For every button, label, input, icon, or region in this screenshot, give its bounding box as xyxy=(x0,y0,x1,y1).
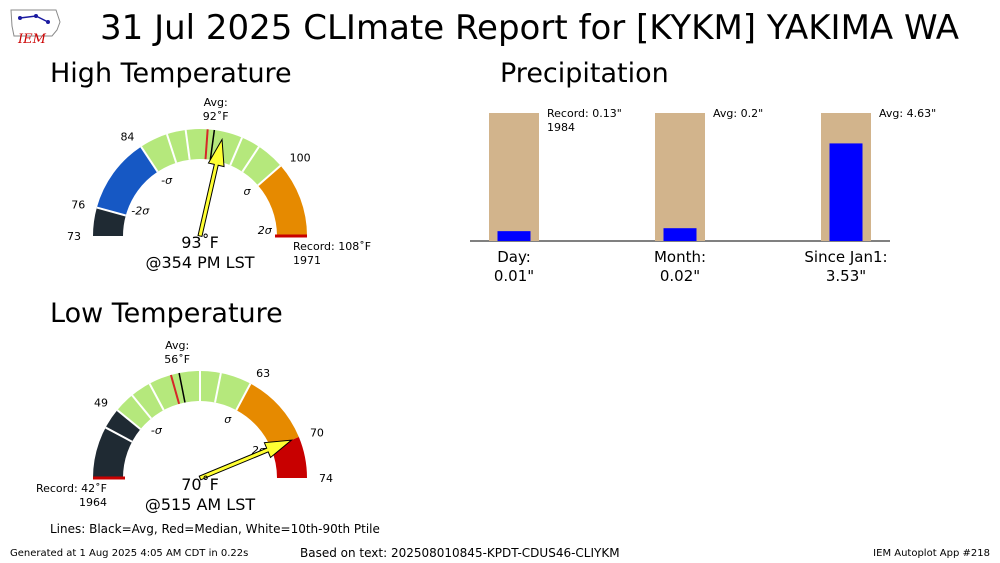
observed-bar xyxy=(497,231,531,241)
gauge-time-text: @354 PM LST xyxy=(145,253,254,272)
average-label: Avg: xyxy=(165,339,189,352)
gauge-tick-label: 63 xyxy=(256,367,270,380)
source-text-id: Based on text: 202508010845-KPDT-CDUS46-… xyxy=(300,546,620,560)
record-text: Record: 108˚F xyxy=(293,240,371,253)
observed-bar xyxy=(663,228,697,241)
iem-logo: IEM xyxy=(8,6,64,48)
median-line xyxy=(204,129,209,160)
average-line xyxy=(209,129,216,160)
gauge-tick-label: 73 xyxy=(67,230,81,243)
category-label: Day: xyxy=(497,248,531,266)
observed-bar xyxy=(829,143,863,241)
reference-label: Record: 0.13" xyxy=(547,107,622,120)
percentile-line xyxy=(241,146,260,173)
gauge-band-dark xyxy=(93,207,126,236)
high-temperature-title: High Temperature xyxy=(50,58,292,89)
record-year: 1964 xyxy=(79,496,107,509)
gauge-band-dark xyxy=(93,410,141,478)
app-label: IEM Autoplot App #218 xyxy=(873,548,990,559)
percentile-line xyxy=(184,129,191,160)
gauge-tick-label: 100 xyxy=(290,152,311,165)
low-temperature-title: Low Temperature xyxy=(50,298,283,329)
lines-legend-note: Lines: Black=Avg, Red=Median, White=10th… xyxy=(50,522,380,536)
percentile-line xyxy=(165,133,178,164)
gauge-value-text: 70˚F xyxy=(181,475,219,494)
category-value: 0.01" xyxy=(494,267,534,285)
category-label: Month: xyxy=(654,248,706,266)
sigma-label: 2σ xyxy=(258,224,273,237)
value-pointer xyxy=(197,137,225,238)
generated-timestamp: Generated at 1 Aug 2025 4:05 AM CDT in 0… xyxy=(10,548,249,559)
median-line xyxy=(169,374,181,405)
reference-label: Avg: 0.2" xyxy=(713,107,763,120)
report-title: 31 Jul 2025 CLImate Report for [KYKM] YA… xyxy=(100,8,959,48)
iem-logo-graphic: IEM xyxy=(10,9,61,47)
category-value: 0.02" xyxy=(660,267,700,285)
category-value: 3.53" xyxy=(826,267,866,285)
gauge-tick-label: 74 xyxy=(319,472,333,485)
reference-label: Avg: 4.63" xyxy=(879,107,936,120)
average-value: 56˚F xyxy=(164,353,190,366)
value-pointer xyxy=(198,439,294,481)
percentile-line xyxy=(105,426,133,443)
gauge-tick-label: 76 xyxy=(71,198,85,211)
percentile-line xyxy=(140,146,159,173)
record-year: 1971 xyxy=(293,254,321,267)
percentile-line xyxy=(116,409,142,430)
reference-year: 1984 xyxy=(547,121,575,134)
svg-text:IEM: IEM xyxy=(17,32,47,47)
average-label: Avg: xyxy=(204,96,228,109)
percentile-line xyxy=(96,206,127,217)
percentile-line xyxy=(257,164,282,187)
gauge-tick-label: 70 xyxy=(310,426,324,439)
average-line xyxy=(178,372,186,403)
precipitation-title: Precipitation xyxy=(500,58,669,89)
sigma-label: σ xyxy=(243,185,251,198)
gauge-value-text: 93˚F xyxy=(181,233,219,252)
percentile-line xyxy=(235,383,252,411)
gauge-band-orange xyxy=(257,165,307,236)
gauge-band-orange xyxy=(236,383,299,449)
gauge-time-text: @515 AM LST xyxy=(145,495,256,514)
sigma-label: σ xyxy=(224,413,232,426)
sigma-label: -σ xyxy=(161,174,173,187)
category-label: Since Jan1: xyxy=(804,248,887,266)
sigma-label: -σ xyxy=(151,424,163,437)
sigma-label: -2σ xyxy=(131,204,150,217)
reference-bar xyxy=(655,113,705,241)
gauge-tick-label: 49 xyxy=(94,397,108,410)
percentile-line xyxy=(148,383,165,411)
reference-bar xyxy=(489,113,539,241)
percentile-line xyxy=(214,372,222,403)
percentile-line xyxy=(131,394,152,420)
record-text: Record: 42˚F xyxy=(36,482,107,495)
gauge-band-blue xyxy=(96,146,158,216)
average-value: 92˚F xyxy=(203,110,229,123)
percentile-line xyxy=(229,137,243,166)
gauge-tick-label: 84 xyxy=(120,131,134,144)
